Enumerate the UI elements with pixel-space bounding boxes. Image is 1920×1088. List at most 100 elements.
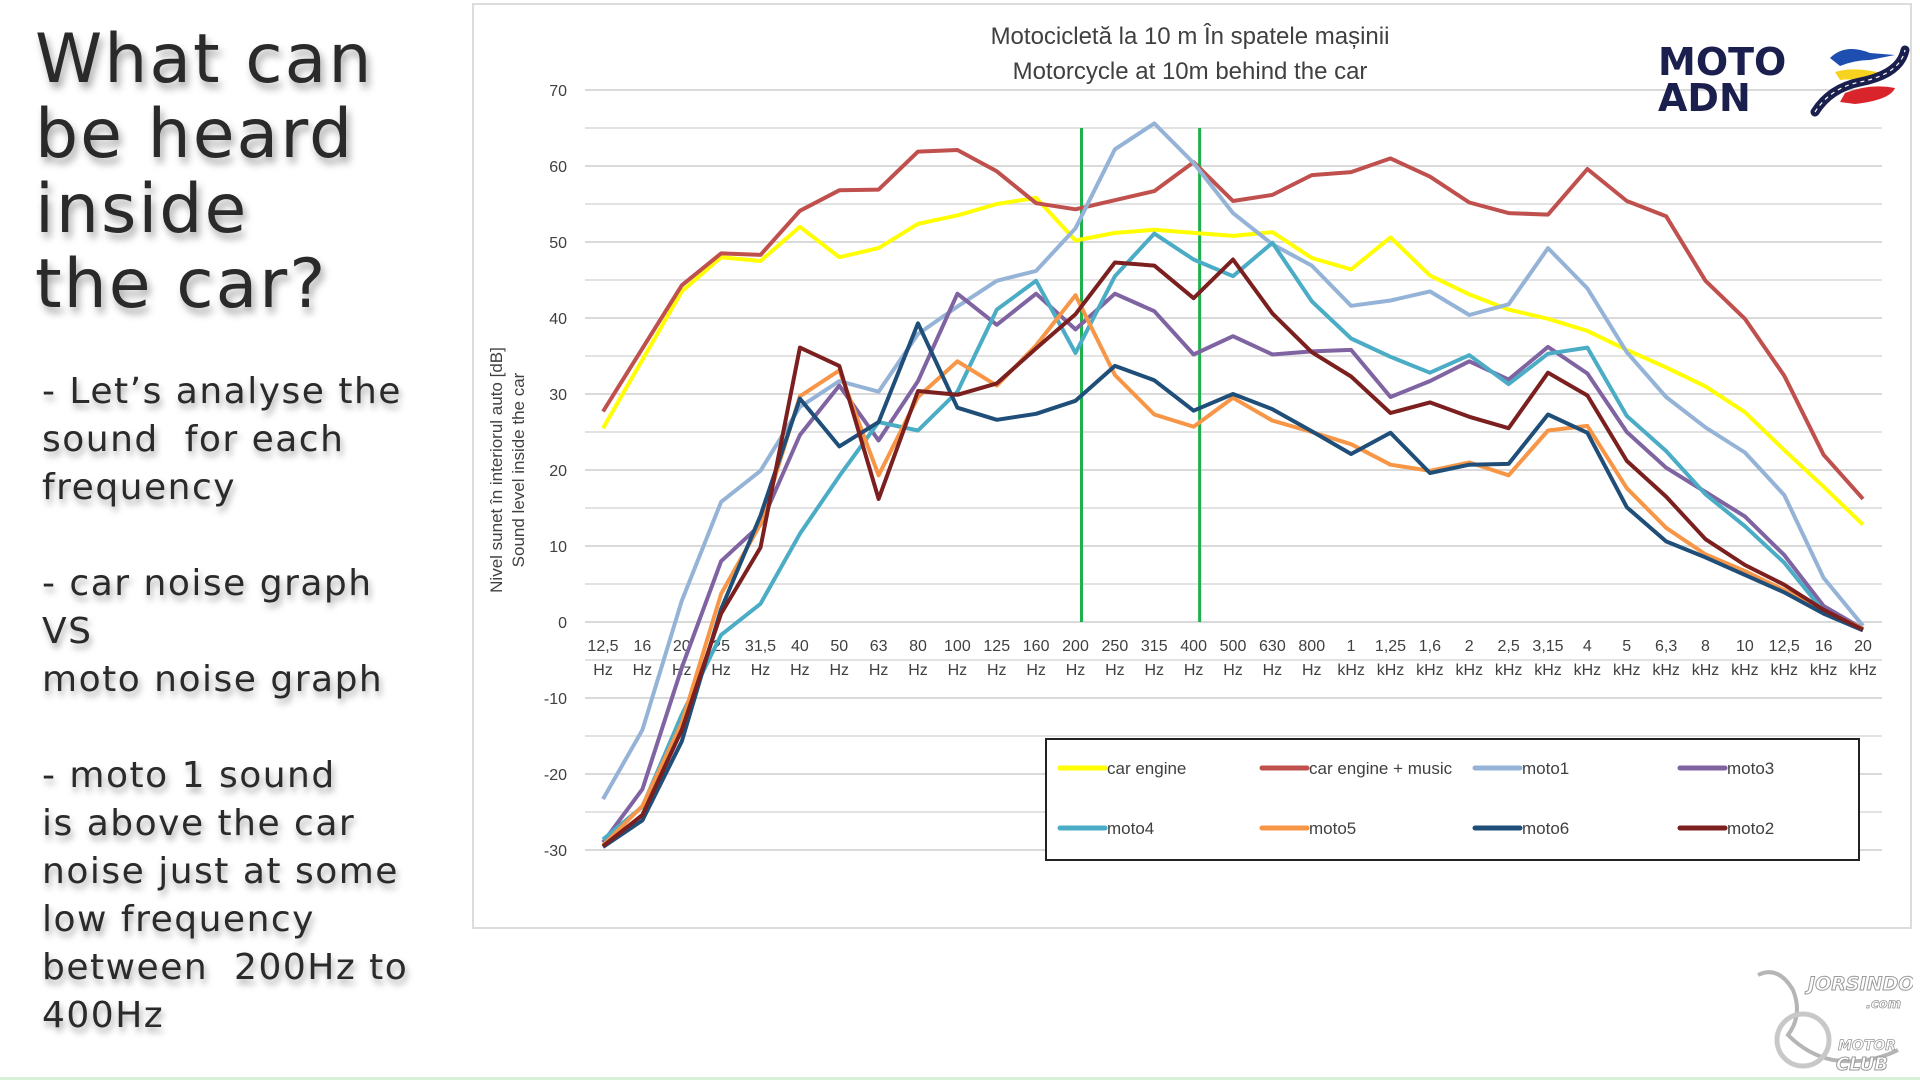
x-tick-label: 31,5 (745, 638, 776, 655)
logo-blue-stripe (1830, 49, 1895, 66)
slide-title: What can be heard inside the car? (35, 22, 455, 322)
x-tick-unit: kHz (1849, 662, 1877, 679)
legend-item-moto1: moto1 (1472, 759, 1569, 778)
x-tick-label: 40 (791, 638, 809, 655)
bullet-analyse: - Let’s analyse the sound for each frequ… (42, 368, 462, 512)
x-tick-label: 250 (1102, 638, 1129, 655)
y-tick-label: 40 (549, 311, 567, 328)
series-line-moto3 (601, 291, 1865, 844)
chart-subtitle: Motorcycle at 10m behind the car (1013, 58, 1368, 85)
bullet-line: low frequency (42, 899, 315, 940)
x-tick-label: 400 (1180, 638, 1207, 655)
logo-adn-text: ADN (1658, 76, 1751, 118)
bullet-line: is above the car (42, 803, 356, 844)
y-tick-label: -30 (544, 843, 567, 860)
x-tick-label: 1,6 (1419, 638, 1441, 655)
legend-label: moto3 (1727, 759, 1774, 778)
x-tick-unit: Hz (1223, 662, 1243, 679)
series-line-moto5 (601, 293, 1864, 847)
logo-motor-text: MOTOR (1838, 1038, 1896, 1054)
x-tick-unit: Hz (751, 662, 771, 679)
x-tick-unit: Hz (593, 662, 613, 679)
x-tick-unit: kHz (1652, 662, 1680, 679)
legend-label: moto4 (1107, 819, 1154, 838)
x-axis-ticks: 12,5Hz16Hz20Hz25Hz31,5Hz40Hz50Hz63Hz80Hz… (587, 638, 1876, 679)
x-tick-unit: Hz (869, 662, 889, 679)
x-tick-label: 8 (1701, 638, 1710, 655)
series-lines (601, 121, 1865, 849)
x-tick-unit: Hz (1302, 662, 1322, 679)
x-tick-label: 16 (1815, 638, 1833, 655)
logo-red-stripe (1840, 86, 1895, 104)
x-tick-label: 80 (909, 638, 927, 655)
x-tick-label: 16 (633, 638, 651, 655)
series-line-moto6 (601, 321, 1864, 849)
x-tick-label: 20 (1854, 638, 1872, 655)
y-tick-label: 0 (558, 615, 567, 632)
logo-wing-icon (1757, 970, 1899, 1064)
logo-club-text: CLUB (1836, 1054, 1888, 1075)
x-tick-unit: Hz (633, 662, 653, 679)
bullet-line: moto noise graph (42, 659, 384, 700)
x-tick-label: 2 (1465, 638, 1474, 655)
x-tick-label: 2,5 (1498, 638, 1520, 655)
x-tick-label: 100 (944, 638, 971, 655)
bullet-line: - Let’s analyse the (42, 371, 402, 412)
legend-label: moto6 (1522, 819, 1569, 838)
x-tick-label: 160 (1023, 638, 1050, 655)
x-tick-label: 315 (1141, 638, 1168, 655)
x-tick-unit: Hz (987, 662, 1007, 679)
x-tick-label: 12,5 (587, 638, 618, 655)
gridlines (585, 89, 1882, 851)
x-tick-label: 630 (1259, 638, 1286, 655)
legend-label: car engine + music (1309, 759, 1453, 778)
legend-label: moto5 (1309, 819, 1356, 838)
bullet-line: 400Hz (42, 995, 165, 1036)
x-tick-label: 50 (830, 638, 848, 655)
y-axis-label-en: Sound level inside the car (509, 372, 528, 567)
bullet-line: noise just at some (42, 851, 399, 892)
x-tick-label: 125 (983, 638, 1010, 655)
bullet-line: VS (42, 611, 93, 652)
x-tick-unit: kHz (1574, 662, 1602, 679)
y-tick-label: 50 (549, 235, 567, 252)
legend-label: moto1 (1522, 759, 1569, 778)
chart-legend: car engine car engine + music moto1 moto3 mo… (1045, 738, 1860, 861)
legend-item-moto5: moto5 (1259, 819, 1356, 838)
x-tick-label: 800 (1298, 638, 1325, 655)
x-tick-label: 5 (1622, 638, 1631, 655)
bullet-line: sound for each (42, 419, 345, 460)
x-tick-unit: Hz (711, 662, 731, 679)
bullet-line: - moto 1 sound (42, 755, 336, 796)
bullet-line: frequency (42, 467, 237, 508)
x-tick-unit: kHz (1534, 662, 1562, 679)
x-tick-label: 4 (1583, 638, 1592, 655)
y-tick-label: 20 (549, 463, 567, 480)
x-tick-unit: kHz (1416, 662, 1444, 679)
logo-com-text: .com (1866, 997, 1901, 1012)
bullet-list: - Let’s analyse the sound for each frequ… (42, 368, 462, 1088)
reference-lines (1080, 128, 1202, 622)
x-tick-unit: kHz (1613, 662, 1641, 679)
y-tick-label: 70 (549, 83, 567, 100)
logo-road-icon (1810, 45, 1910, 117)
legend-label: car engine (1107, 759, 1186, 778)
legend-item-moto4: moto4 (1057, 819, 1154, 838)
jorsindo-motor-club-logo: JORSINDO .com MOTOR CLUB (1757, 970, 1913, 1075)
x-tick-unit: kHz (1692, 662, 1720, 679)
x-tick-unit: Hz (908, 662, 928, 679)
y-tick-label: 60 (549, 159, 567, 176)
x-tick-unit: Hz (1144, 662, 1164, 679)
slide-title-line: inside (35, 170, 249, 249)
legend-item-moto6: moto6 (1472, 819, 1569, 838)
x-tick-label: 12,5 (1769, 638, 1800, 655)
legend-item-moto2: moto2 (1677, 819, 1774, 838)
series-line-moto2 (601, 257, 1864, 848)
slide-title-line: be heard (35, 95, 355, 174)
slide-title-line: the car? (35, 245, 328, 324)
x-tick-label: 3,15 (1532, 638, 1563, 655)
x-tick-unit: Hz (1026, 662, 1046, 679)
x-tick-unit: kHz (1377, 662, 1405, 679)
legend-box (1045, 738, 1860, 861)
